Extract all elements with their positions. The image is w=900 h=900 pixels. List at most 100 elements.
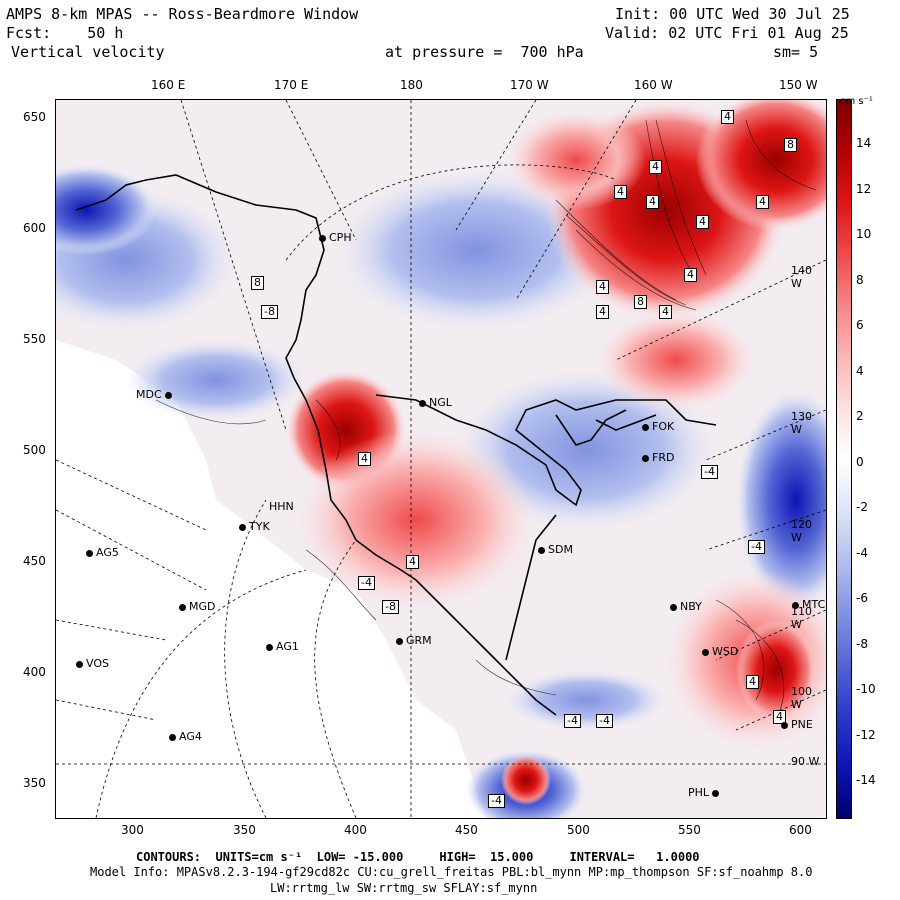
contour-label: 4 [773,710,786,724]
ascent-area [736,620,816,720]
station-sdm[interactable]: SDM [538,543,573,556]
station-mtc[interactable]: MTC [792,598,825,611]
meridian-label: 130 W [791,410,812,436]
contour-label: -8 [382,600,399,614]
forecast-hour: Fcst: 50 h [6,24,124,42]
colorbar-tick-label: 6 [856,318,864,332]
meridian-label: 90 W [791,755,820,768]
station-cph[interactable]: CPH [319,231,352,244]
colorbar-tick-label: -12 [856,727,876,742]
contour-label: 8 [784,138,797,152]
station-label: VOS [86,657,109,670]
colorbar-tick-label: 14 [856,136,872,150]
station-grm[interactable]: GRM [396,634,432,647]
bottom-tick-label: 500 [567,823,590,837]
contour-label: 4 [721,110,734,124]
contour-label: -4 [596,714,613,728]
descent-area [56,165,156,255]
station-label: MGD [189,600,216,613]
top-tick-label: 150 W [779,78,818,92]
station-marker [86,549,93,557]
left-tick-label: 350 [23,776,46,790]
station-ag1[interactable]: AG1 [266,640,299,653]
station-ag4[interactable]: AG4 [169,730,202,743]
contour-label: 4 [358,452,371,466]
contour-label: 4 [756,195,769,209]
contour-label: 4 [746,675,759,689]
station-marker [239,523,246,531]
station-marker [642,423,649,431]
colorbar-tick-label: 10 [856,227,872,241]
station-phl[interactable]: PHL [688,786,722,799]
contour-label: 4 [596,305,609,319]
left-tick-label: 400 [23,665,46,679]
station-marker [642,454,649,462]
station-label: NBY [680,600,702,613]
model-info: Model Info: MPASv8.2.3-194-gf29cd82c CU:… [90,865,813,879]
colorbar-tick-label: -6 [856,591,868,605]
station-fok[interactable]: FOK [642,420,674,433]
station-mdc[interactable]: MDC [136,388,175,401]
top-tick-label: 170 E [274,78,309,92]
station-marker [781,721,788,729]
bottom-tick-label: 400 [344,823,367,837]
station-label: AG5 [96,546,119,559]
station-marker [792,601,799,609]
map-canvas [56,100,826,818]
colorbar-unit: cm s⁻¹ [840,96,873,107]
smoothing-level: sm= 5 [773,43,819,61]
contour-label: -4 [701,465,718,479]
descent-area [736,390,826,610]
station-ag5[interactable]: AG5 [86,546,119,559]
bottom-tick-label: 550 [678,823,701,837]
contour-label: -4 [748,540,765,554]
station-mgd[interactable]: MGD [179,600,216,613]
station-label: CPH [329,231,352,244]
bottom-tick-label: 350 [233,823,256,837]
left-tick-label: 500 [23,443,46,457]
no-data-region [56,340,486,818]
top-tick-label: 160 E [151,78,186,92]
left-tick-label: 450 [23,554,46,568]
station-hhn[interactable]: HHN [269,500,294,513]
station-label: AG1 [276,640,299,653]
bottom-tick-label: 450 [455,823,478,837]
station-frd[interactable]: FRD [642,451,674,464]
contour-label: 4 [596,280,609,294]
left-tick-label: 600 [23,221,46,235]
descent-area [506,670,666,730]
top-tick-label: 170 W [510,78,549,92]
contour-label: 4 [684,268,697,282]
field-name: Vertical velocity [2,43,165,61]
station-marker [702,648,709,656]
colorbar-tick-label: -8 [856,636,868,651]
colorbar-tick-label: -14 [856,773,876,787]
station-pne[interactable]: PNE [781,718,813,731]
top-tick-label: 180 [400,78,423,92]
map-title: AMPS 8-km MPAS -- Ross-Beardmore Window [6,5,359,23]
pressure-level: at pressure = 700 hPa [385,43,584,61]
colorbar [836,99,852,819]
station-nby[interactable]: NBY [670,600,702,613]
meridian-label: 120 W [791,518,812,544]
station-label: FRD [652,451,675,464]
station-ngl[interactable]: NGL [419,396,452,409]
coastline [75,174,717,716]
colorbar-tick-label: -2 [856,500,868,514]
station-label: MTC [802,598,826,611]
left-tick-label: 650 [23,110,46,124]
station-tyk[interactable]: TYK [239,520,270,533]
colorbar-tick-label: 4 [856,363,864,378]
station-label: TYK [249,520,270,533]
station-label: MDC [136,388,162,401]
station-label: GRM [406,634,432,647]
contour-label: -4 [488,794,505,808]
bottom-tick-label: 600 [789,823,812,837]
station-vos[interactable]: VOS [76,657,109,670]
ascent-area [501,755,551,805]
station-wsd[interactable]: WSD [702,645,738,658]
vertical-velocity-map[interactable]: 4 4 4 4 4 4 4 4 4 4 4 4 4 4 4 8 8 8 -4 -… [55,99,827,819]
colorbar-tick-label: -10 [856,682,876,696]
station-marker [164,391,172,399]
bottom-tick-label: 300 [121,823,144,837]
